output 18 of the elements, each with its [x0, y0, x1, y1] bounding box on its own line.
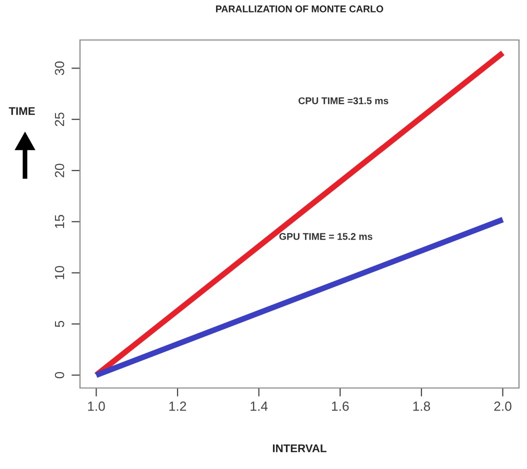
- annotation: CPU TIME =31.5 ms: [298, 97, 388, 104]
- y-tick-label: 25: [54, 112, 64, 126]
- x-tick-label: 1.6: [332, 402, 349, 411]
- x-axis-title: INTERVAL: [272, 444, 326, 452]
- y-tick-label: 15: [54, 214, 64, 228]
- y-tick-label: 0: [54, 372, 64, 378]
- x-tick-label: 1.0: [88, 402, 105, 411]
- y-tick-label: 10: [54, 266, 64, 280]
- annotation: GPU TIME = 15.2 ms: [279, 233, 372, 240]
- x-tick-label: 1.4: [250, 402, 268, 411]
- chart-title: PARALLIZATION OF MONTE CARLO: [216, 5, 384, 12]
- y-axis-title: TIME: [8, 107, 35, 115]
- y-tick-label: 20: [54, 164, 64, 178]
- x-tick-label: 1.2: [169, 402, 186, 411]
- y-tick-label: 30: [54, 61, 64, 76]
- x-tick-label: 1.8: [413, 402, 430, 411]
- y-tick-label: 5: [54, 320, 64, 328]
- x-tick-label: 2.0: [494, 402, 512, 411]
